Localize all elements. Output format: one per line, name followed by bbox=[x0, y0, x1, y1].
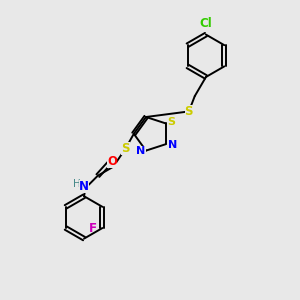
Text: S: S bbox=[121, 142, 130, 155]
Text: S: S bbox=[167, 117, 175, 127]
Text: N: N bbox=[168, 140, 177, 150]
Text: H: H bbox=[74, 179, 81, 190]
Text: S: S bbox=[184, 105, 193, 118]
Text: N: N bbox=[79, 180, 89, 193]
Text: N: N bbox=[136, 146, 145, 156]
Text: Cl: Cl bbox=[200, 17, 212, 31]
Text: O: O bbox=[107, 155, 117, 168]
Text: F: F bbox=[89, 221, 97, 235]
